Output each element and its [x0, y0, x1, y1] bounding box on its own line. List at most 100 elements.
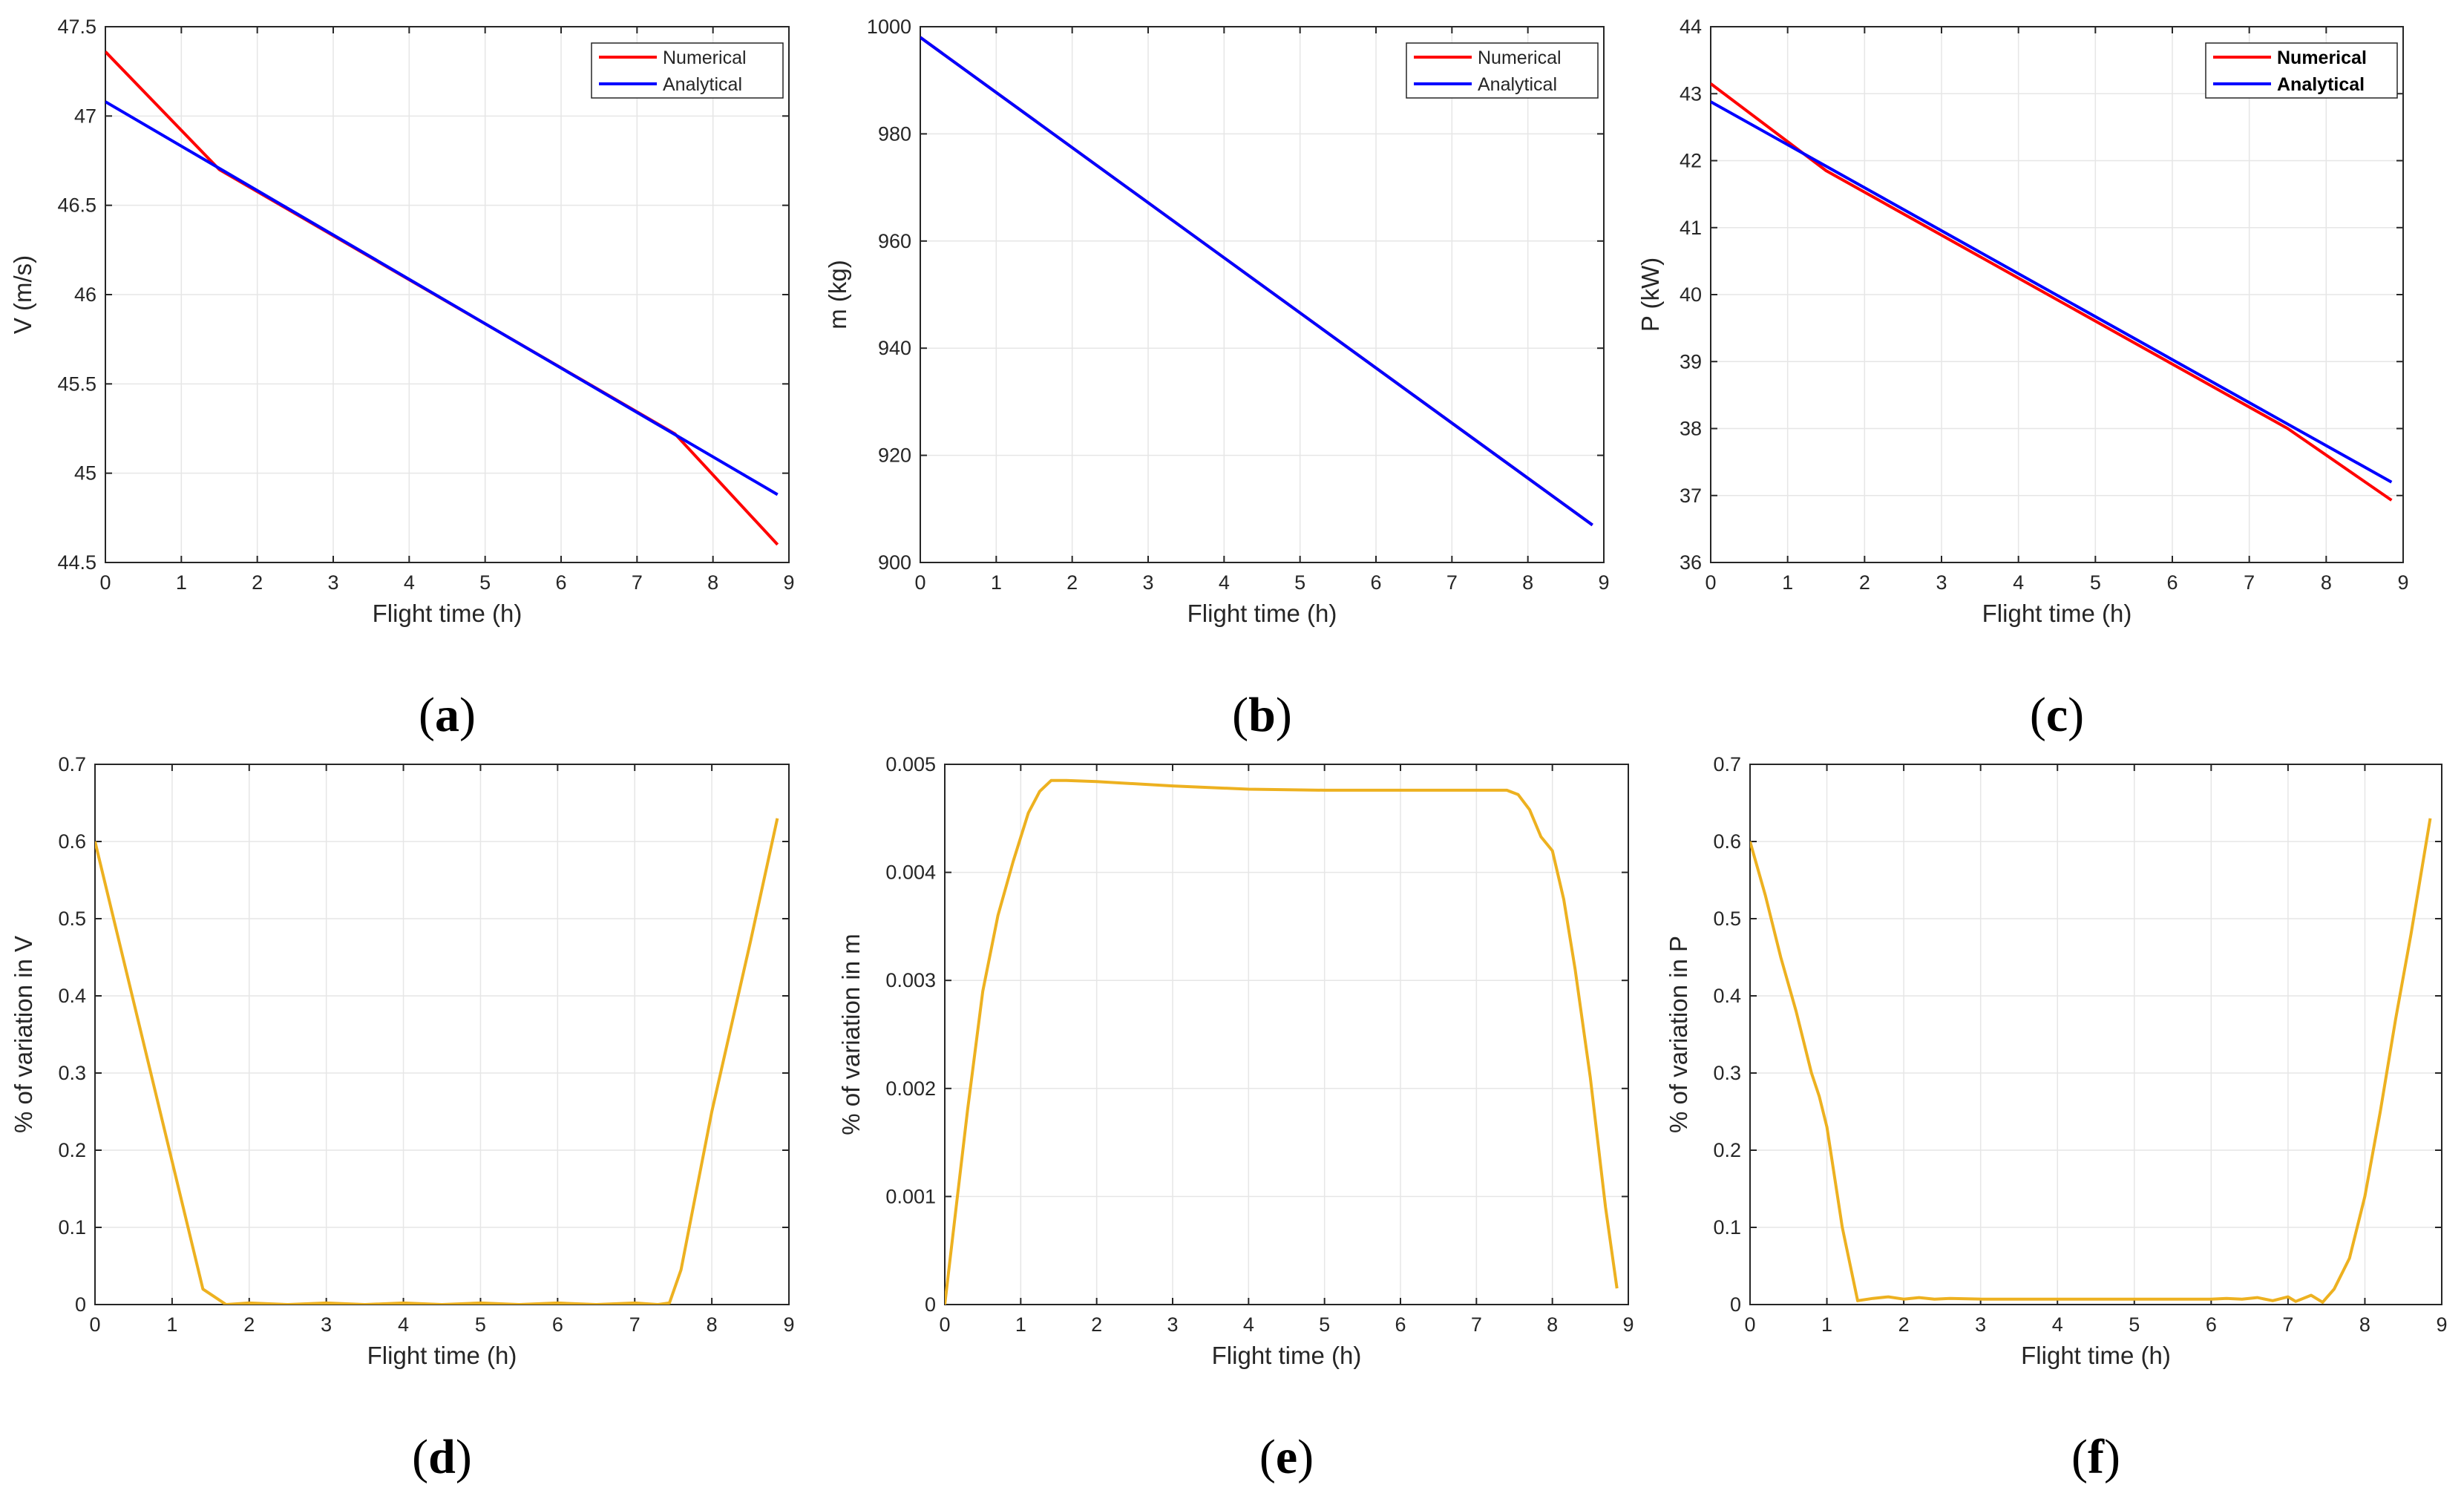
x-tick-label: 9 — [1622, 1313, 1634, 1336]
x-axis-label: Flight time (h) — [1212, 1342, 1362, 1369]
caption-close: ) — [2068, 688, 2084, 742]
caption-letter: d — [428, 1430, 456, 1484]
caption-letter: f — [2088, 1430, 2105, 1484]
grid — [105, 27, 789, 562]
x-axis-label: Flight time (h) — [367, 1342, 517, 1369]
y-tick-label: 980 — [878, 122, 911, 145]
caption-letter: c — [2046, 688, 2068, 742]
y-tick-label: 0.6 — [1713, 830, 1741, 853]
x-tick-label: 8 — [707, 1313, 718, 1336]
plot-area — [945, 764, 1628, 1305]
x-tick-label: 5 — [2090, 571, 2101, 594]
x-axis-label: Flight time (h) — [373, 600, 522, 627]
x-tick-label: 8 — [2321, 571, 2332, 594]
y-tick-label: 47 — [74, 105, 96, 127]
x-tick-label: 0 — [89, 1313, 100, 1336]
grid — [95, 764, 789, 1305]
legend: Numerical Analytical — [1406, 42, 1599, 99]
x-tick-label: 3 — [1936, 571, 1947, 594]
y-tick-label: 0 — [75, 1293, 86, 1316]
caption-letter: e — [1276, 1430, 1297, 1484]
axes-box — [944, 764, 1629, 1305]
panel-caption: (a) — [419, 688, 476, 742]
y-tick-label: 0.005 — [885, 753, 936, 775]
series-line-analytical — [105, 100, 779, 496]
legend-label: Numerical — [1478, 47, 1562, 68]
x-tick-label: 6 — [1370, 571, 1381, 594]
caption-close: ) — [459, 688, 476, 742]
x-tick-label: 0 — [939, 1313, 950, 1336]
x-tick-label: 8 — [707, 571, 718, 594]
grid — [945, 764, 1628, 1305]
caption-open: ( — [419, 688, 435, 742]
grid — [920, 27, 1604, 562]
y-tick-label: 44 — [1680, 16, 1702, 38]
y-tick-label: 0.4 — [58, 985, 86, 1007]
y-tick-label: 36 — [1680, 551, 1702, 574]
caption-close: ) — [2104, 1430, 2120, 1484]
x-tick-label: 6 — [1395, 1313, 1406, 1336]
x-tick-label: 9 — [1598, 571, 1609, 594]
y-axis-label: m (kg) — [824, 260, 851, 329]
legend-box — [2205, 42, 2398, 99]
panel-caption: (e) — [1259, 1430, 1314, 1484]
x-tick-label: 5 — [479, 571, 491, 594]
chart-panel-f: 0 1 2 3 4 5 6 7 8 9 0 0.1 0.2 0.3 0.4 0.5 0.6 0.7 Flight t… — [1665, 753, 2448, 1484]
caption-close: ) — [1276, 688, 1292, 742]
x-tick-label: 1 — [176, 571, 187, 594]
x-tick-label: 0 — [1705, 571, 1716, 594]
y-axis-label: P (kW) — [1636, 257, 1664, 332]
legend-label: Numerical — [2277, 47, 2367, 68]
y-tick-label: 0.5 — [58, 908, 86, 930]
y-tick-label: 900 — [878, 551, 911, 574]
caption-open: ( — [2030, 688, 2046, 742]
x-tick-label: 1 — [1015, 1313, 1026, 1336]
y-tick-label: 0.1 — [58, 1216, 86, 1239]
chart-panel-e: 0 1 2 3 4 5 6 7 8 9 0 0.001 0.002 0.003 0.004 0.005 Flig… — [837, 753, 1634, 1484]
x-tick-label: 3 — [1975, 1313, 1986, 1336]
panel-caption: (d) — [412, 1430, 472, 1484]
series-line-analytical — [920, 36, 1593, 527]
x-tick-label: 8 — [1522, 571, 1533, 594]
x-tick-label: 8 — [2359, 1313, 2370, 1336]
x-tick-label: 4 — [2052, 1313, 2063, 1336]
series-line-analytical — [1711, 100, 2393, 484]
x-tick-label: 6 — [552, 1313, 563, 1336]
y-tick-label: 39 — [1680, 350, 1702, 373]
legend: Numerical Analytical — [591, 42, 784, 99]
y-tick-label: 0.4 — [1713, 985, 1741, 1007]
x-tick-label: 3 — [1142, 571, 1153, 594]
x-tick-label: 4 — [1219, 571, 1230, 594]
axes-box — [1749, 764, 2442, 1305]
x-tick-label: 5 — [2129, 1313, 2140, 1336]
grid — [1750, 764, 2442, 1305]
y-tick-label: 46 — [74, 283, 96, 306]
x-tick-label: 2 — [252, 571, 263, 594]
series-line-numerical — [1711, 82, 2393, 502]
x-tick-label: 2 — [1898, 1313, 1910, 1336]
x-tick-label: 2 — [243, 1313, 255, 1336]
y-tick-label: 43 — [1680, 82, 1702, 105]
plot-area — [1750, 764, 2442, 1305]
legend-label: Analytical — [1478, 74, 1557, 95]
caption-open: ( — [1259, 1430, 1276, 1484]
panel-caption: (c) — [2030, 688, 2084, 742]
x-tick-label: 2 — [1091, 1313, 1102, 1336]
x-tick-label: 1 — [991, 571, 1002, 594]
y-tick-label: 0.3 — [1713, 1062, 1741, 1084]
y-tick-label: 0.003 — [885, 969, 936, 991]
panel-caption: (f) — [2071, 1430, 2120, 1484]
x-tick-label: 3 — [327, 571, 338, 594]
x-tick-label: 2 — [1066, 571, 1078, 594]
x-tick-label: 5 — [1294, 571, 1305, 594]
y-tick-label: 40 — [1680, 283, 1702, 306]
x-tick-label: 7 — [629, 1313, 640, 1336]
series-line--of-variation-in-v — [95, 818, 779, 1305]
x-tick-label: 9 — [783, 1313, 794, 1336]
plot-area — [920, 27, 1604, 562]
y-tick-label: 920 — [878, 444, 911, 467]
x-tick-label: 0 — [99, 571, 111, 594]
caption-open: ( — [2071, 1430, 2088, 1484]
